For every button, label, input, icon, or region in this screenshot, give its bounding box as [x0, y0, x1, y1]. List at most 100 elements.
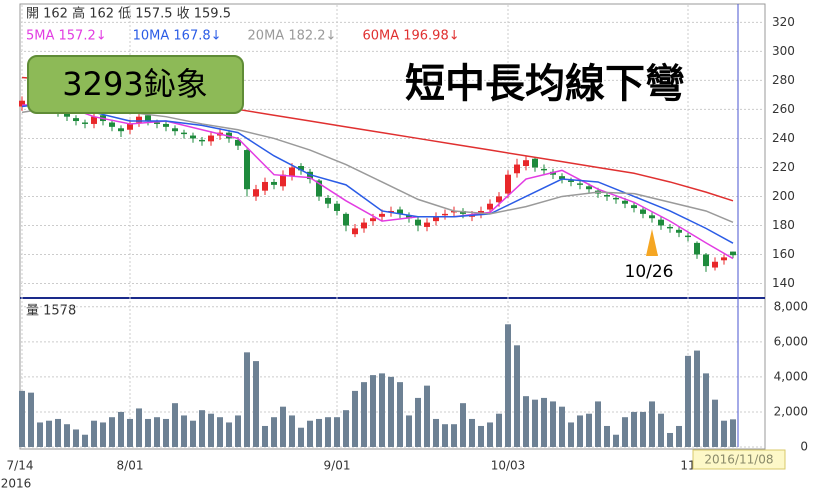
legend-entry: 60MA 196.98↓ — [362, 29, 459, 44]
volume-bar — [397, 382, 403, 447]
volume-bar — [559, 406, 565, 447]
candle-body — [343, 213, 349, 226]
stock-label-box — [27, 55, 244, 114]
volume-bar — [496, 413, 502, 447]
volume-tick-label: 4,000 — [774, 369, 808, 383]
candle-body — [82, 122, 88, 124]
volume-bar — [379, 373, 385, 447]
candle-body — [658, 219, 664, 226]
candle-body — [676, 229, 682, 233]
candle-body — [568, 180, 574, 182]
volume-bar — [442, 424, 448, 447]
volume-bar — [289, 415, 295, 447]
ma-line — [21, 102, 734, 260]
candle-body — [73, 118, 79, 122]
candle-body — [703, 254, 709, 267]
y-tick-label: 180 — [772, 218, 795, 232]
candle-body — [271, 181, 277, 185]
volume-bar — [307, 420, 313, 447]
y-tick-label: 160 — [772, 247, 795, 261]
volume-bar — [685, 355, 691, 447]
candle-body — [640, 209, 646, 214]
candle-body — [541, 168, 547, 171]
volume-bar — [208, 413, 214, 447]
annotation-marker — [646, 229, 658, 256]
x-tick-label: 8/01 — [117, 459, 144, 473]
candle-body — [379, 213, 385, 217]
volume-bar — [658, 413, 664, 447]
candle-body — [415, 219, 421, 226]
volume-bar — [64, 424, 70, 447]
candle-body — [136, 116, 142, 123]
volume-tick-label: 0 — [800, 440, 808, 454]
candle-body — [145, 115, 151, 122]
candle-body — [649, 215, 655, 219]
candle-body — [235, 139, 241, 146]
candle-body — [244, 150, 250, 190]
candle-body — [280, 174, 286, 187]
candle-body — [208, 135, 214, 142]
volume-bar — [199, 410, 205, 447]
volume-tick-label: 2,000 — [774, 404, 808, 418]
volume-bar — [73, 429, 79, 447]
volume-bar — [730, 419, 736, 447]
x-tick-label: 11 — [680, 459, 695, 473]
candle-body — [685, 235, 691, 238]
volume-bar — [694, 350, 700, 447]
candle-body — [316, 180, 322, 197]
candle-body — [406, 215, 412, 219]
volume-bar — [532, 399, 538, 447]
volume-bar — [388, 376, 394, 447]
volume-bar — [514, 345, 520, 447]
plot-frame — [19, 3, 766, 450]
volume-bar — [46, 420, 52, 447]
y-tick-label: 280 — [772, 73, 795, 87]
volume-label: 量 1578 — [26, 304, 76, 319]
volume-bar — [541, 397, 547, 447]
candle-body — [289, 167, 295, 177]
candle-body — [352, 228, 358, 235]
volume-bar — [676, 425, 682, 447]
candle-body — [397, 209, 403, 214]
cursor-label: 2016/11/08 — [704, 453, 773, 467]
year-label: 2016 — [1, 477, 32, 491]
candle-body — [721, 257, 727, 261]
volume-bar — [190, 420, 196, 447]
candle-body — [118, 128, 124, 132]
volume-bar — [352, 390, 358, 447]
volume-bar — [613, 434, 619, 447]
volume-bar — [145, 418, 151, 447]
candle-body — [442, 213, 448, 216]
candle-body — [262, 181, 268, 191]
volume-bar — [127, 418, 133, 447]
candle-body — [559, 176, 565, 180]
volume-bar — [316, 418, 322, 447]
candle-body — [127, 123, 133, 130]
y-tick-label: 200 — [772, 189, 795, 203]
volume-bar — [586, 413, 592, 447]
volume-bar — [622, 417, 628, 447]
volume-bar — [631, 411, 637, 447]
y-tick-label: 320 — [772, 15, 795, 29]
candle-body — [622, 200, 628, 204]
legend-entry: 20MA 182.2↓ — [248, 29, 337, 44]
volume-bar — [235, 415, 241, 447]
volume-bar — [109, 417, 115, 447]
volume-bar — [262, 425, 268, 447]
candle-body — [523, 160, 529, 167]
candle-body — [424, 222, 430, 227]
y-tick-label: 260 — [772, 102, 795, 116]
volume-bar — [172, 403, 178, 447]
volume-bar — [271, 417, 277, 447]
volume-bar — [550, 401, 556, 447]
candle-body — [586, 186, 592, 190]
candle-body — [730, 251, 736, 256]
volume-bar — [82, 434, 88, 447]
candle-body — [496, 196, 502, 203]
volume-bar — [487, 422, 493, 447]
volume-bar — [253, 361, 259, 447]
annotation-label: 10/26 — [625, 262, 674, 282]
candle-body — [613, 197, 619, 200]
candle-body — [361, 222, 367, 229]
candle-body — [712, 261, 718, 268]
